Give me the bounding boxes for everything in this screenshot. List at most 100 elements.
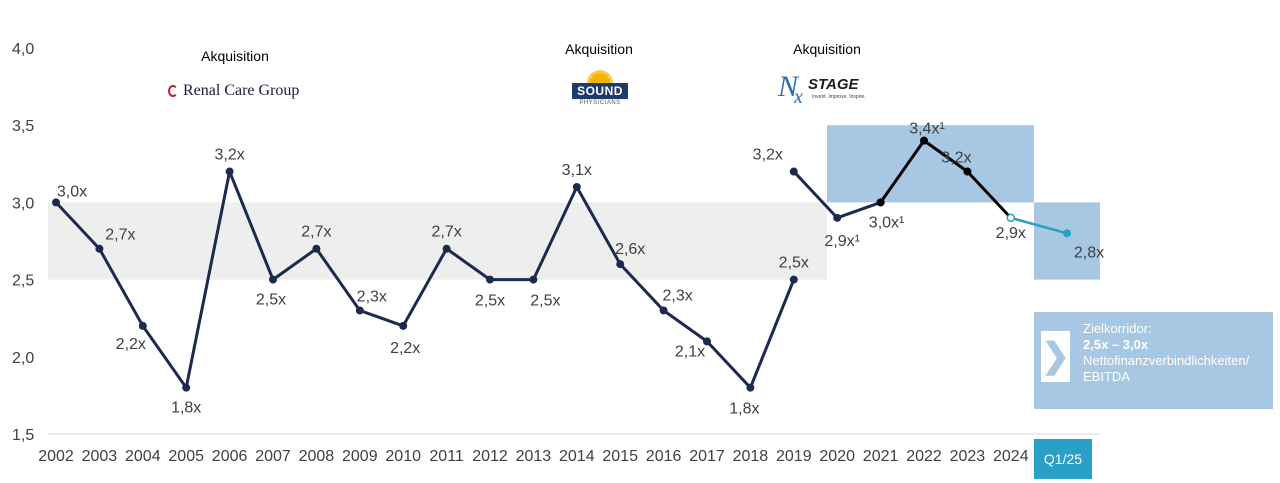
x-tick-label: 2006 (212, 448, 248, 465)
data-label: 2,6x (615, 241, 645, 258)
data-point (746, 383, 755, 392)
data-label: 2,2x (116, 336, 146, 353)
nx-logo-x: x (794, 86, 803, 108)
data-point (529, 275, 538, 284)
acquisition-label-sound: Akquisition (565, 41, 633, 57)
data-label: 3,0x (57, 183, 87, 200)
data-label: 2,5x (475, 293, 505, 310)
data-label: 2,7x (105, 227, 135, 244)
rcg-logo-text: Renal Care Group (183, 82, 300, 99)
y-tick-label: 4,0 (12, 41, 34, 58)
data-label: 2,5x (779, 255, 809, 272)
band-2 (1034, 202, 1100, 280)
band-0 (48, 202, 827, 280)
q1-25-badge: Q1/25 (1034, 439, 1092, 479)
data-label: 3,2x (753, 147, 783, 164)
y-tick-label: 3,0 (12, 195, 34, 212)
data-point (138, 321, 147, 330)
x-tick-label: 2002 (38, 448, 74, 465)
x-tick-label: 2010 (385, 448, 421, 465)
x-tick-label: 2012 (472, 448, 508, 465)
renal-care-group-logo: Renal Care Group (168, 82, 299, 100)
x-tick-label: 2009 (342, 448, 378, 465)
x-tick-label: 2024 (993, 448, 1029, 465)
data-point (789, 275, 798, 284)
x-tick-label: 2004 (125, 448, 161, 465)
chevron-right-icon: ❯ (1041, 331, 1070, 382)
rcg-mark-icon (168, 85, 178, 97)
data-label: 2,3x (357, 288, 387, 305)
data-point (1063, 229, 1071, 238)
data-label: 2,5x (256, 292, 286, 309)
sound-logo-text: SOUND (572, 83, 628, 99)
x-tick-label: 2015 (602, 448, 638, 465)
band-1 (827, 125, 1034, 203)
data-point (703, 337, 711, 346)
data-label: 1,8x (171, 400, 201, 417)
nxstage-logo: N x STAGE Invent. Improve. Inspire. (778, 70, 878, 110)
data-label: 2,7x (431, 224, 461, 241)
target-corridor-range: 2,5x – 3,0x (1083, 337, 1149, 352)
target-corridor-text: Zielkorridor: 2,5x – 3,0x Nettofinanzver… (1083, 321, 1273, 385)
sound-logo-subtext: PHYSICIANS (579, 100, 621, 106)
y-tick-label: 2,0 (12, 350, 34, 367)
data-point (659, 306, 668, 315)
data-label: 2,9x¹ (824, 233, 860, 250)
data-point (1006, 213, 1016, 223)
series-line-0 (54, 170, 796, 390)
data-label: 3,2x (941, 150, 971, 167)
data-label: 2,9x (996, 225, 1026, 242)
data-point (95, 244, 104, 253)
data-point (833, 213, 842, 222)
nx-logo-tagline: Invent. Improve. Inspire. (812, 94, 866, 100)
x-tick-label: 2018 (733, 448, 769, 465)
x-tick-label: 2021 (863, 448, 899, 465)
acquisition-label-rcg: Akquisition (201, 48, 269, 64)
data-label: 1,8x (729, 401, 759, 418)
sound-physicians-logo: SOUND PHYSICIANS (572, 68, 628, 106)
data-point (920, 136, 928, 145)
target-corridor-line1: Nettofinanzverbindlichkeiten/ (1083, 353, 1250, 368)
x-tick-label: 2003 (82, 448, 118, 465)
x-tick-label: 2005 (168, 448, 204, 465)
x-tick-label: 2014 (559, 448, 595, 465)
data-label: 3,2x (214, 147, 244, 164)
data-label: 2,2x (390, 340, 420, 357)
x-tick-label: 2019 (776, 448, 812, 465)
x-tick-label: 2011 (429, 448, 464, 465)
x-tick-label: 2023 (950, 448, 986, 465)
data-label: 3,0x¹ (869, 214, 905, 231)
x-tick-label: 2016 (646, 448, 682, 465)
series-line-3 (1010, 216, 1068, 235)
data-point (572, 182, 581, 191)
target-corridor-box: ❯ Zielkorridor: 2,5x – 3,0x Nettofinanzv… (1034, 312, 1273, 409)
data-label: 2,1x (675, 343, 705, 360)
y-tick-label: 2,5 (12, 273, 34, 290)
data-point (789, 167, 798, 176)
x-tick-label: 2007 (255, 448, 291, 465)
data-point (486, 275, 494, 284)
data-point (616, 260, 625, 269)
nx-logo-n: N (778, 70, 799, 103)
data-point (876, 198, 885, 207)
acquisition-label-nxstage: Akquisition (793, 41, 861, 57)
data-label: 3,4x¹ (909, 121, 945, 138)
sun-icon (585, 68, 615, 83)
data-point (399, 321, 408, 330)
data-point (355, 306, 364, 315)
data-label: 3,1x (562, 162, 592, 179)
nx-logo-stage: STAGE (808, 76, 859, 93)
data-label: 2,3x (662, 287, 692, 304)
data-label: 2,7x (301, 224, 331, 241)
x-tick-label: 2022 (906, 448, 942, 465)
y-tick-label: 1,5 (12, 427, 34, 444)
x-tick-label: 2020 (819, 448, 855, 465)
x-tick-label: 2017 (689, 448, 725, 465)
target-corridor-title: Zielkorridor: (1083, 321, 1152, 336)
data-point (225, 167, 234, 176)
y-tick-label: 3,5 (12, 118, 34, 135)
data-label: 2,5x (530, 293, 560, 310)
data-point (52, 198, 60, 207)
series-line-2 (879, 139, 1012, 219)
